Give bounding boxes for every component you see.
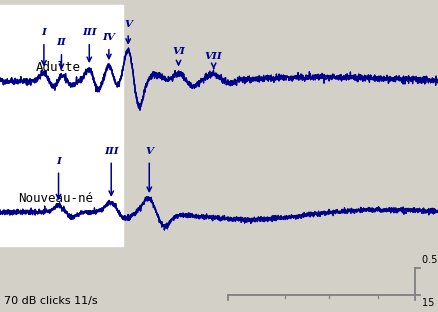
FancyBboxPatch shape (0, 5, 123, 246)
Text: Nouveau-né: Nouveau-né (18, 192, 93, 205)
Text: I: I (41, 28, 46, 37)
Text: VI: VI (172, 47, 184, 56)
Text: 15 ms: 15 ms (421, 298, 438, 308)
Text: V: V (145, 147, 153, 156)
Text: Adulte: Adulte (36, 61, 81, 74)
Text: 70 dB clicks 11/s: 70 dB clicks 11/s (4, 296, 98, 306)
Text: V: V (124, 20, 132, 29)
Text: III: III (82, 28, 96, 37)
Text: I: I (56, 157, 61, 166)
Text: VII: VII (204, 52, 222, 61)
Text: IV: IV (102, 33, 115, 42)
Text: 0.5 μV: 0.5 μV (421, 255, 438, 265)
Text: III: III (104, 147, 118, 156)
Text: II: II (57, 38, 66, 47)
